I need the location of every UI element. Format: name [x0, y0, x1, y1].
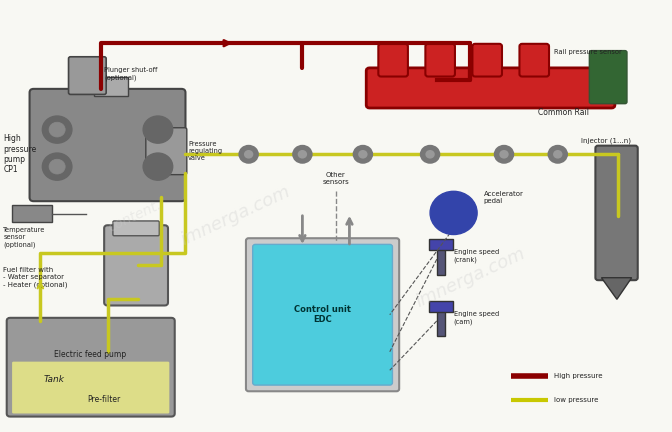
Text: Engine speed
(cam): Engine speed (cam) — [454, 311, 499, 324]
Bar — [437, 305, 445, 337]
Text: Accelerator
pedal: Accelerator pedal — [484, 191, 523, 204]
Text: Rail pressure sensor: Rail pressure sensor — [554, 49, 622, 55]
FancyBboxPatch shape — [146, 128, 187, 175]
Text: Fuel filter with
- Water separator
- Heater (optional): Fuel filter with - Water separator - Hea… — [3, 267, 68, 288]
Circle shape — [548, 146, 567, 163]
Text: Tank: Tank — [44, 375, 65, 384]
Text: Other
sensors: Other sensors — [323, 172, 349, 185]
Text: Injector (1...n): Injector (1...n) — [581, 137, 631, 144]
Circle shape — [298, 150, 307, 159]
FancyBboxPatch shape — [69, 57, 106, 95]
Circle shape — [49, 159, 65, 174]
Circle shape — [42, 153, 72, 180]
FancyBboxPatch shape — [589, 51, 627, 104]
Circle shape — [49, 122, 65, 137]
Circle shape — [239, 146, 258, 163]
Circle shape — [421, 146, 439, 163]
FancyBboxPatch shape — [113, 221, 159, 236]
Text: Pressure
regulating
valve: Pressure regulating valve — [188, 141, 222, 161]
Circle shape — [425, 150, 435, 159]
Circle shape — [358, 150, 368, 159]
Text: Control unit
EDC: Control unit EDC — [294, 305, 351, 324]
FancyBboxPatch shape — [7, 318, 175, 416]
Circle shape — [499, 150, 509, 159]
FancyBboxPatch shape — [425, 44, 455, 76]
Circle shape — [430, 191, 477, 235]
Circle shape — [143, 153, 173, 180]
Text: High
pressure
pump
CP1: High pressure pump CP1 — [3, 134, 36, 175]
Text: Engine speed
(crank): Engine speed (crank) — [454, 249, 499, 263]
Text: imnerga.com: imnerga.com — [413, 245, 528, 311]
Text: Pre-filter: Pre-filter — [87, 395, 120, 404]
Polygon shape — [601, 278, 632, 299]
FancyBboxPatch shape — [30, 89, 185, 201]
Circle shape — [143, 116, 173, 143]
FancyBboxPatch shape — [378, 44, 408, 76]
FancyBboxPatch shape — [253, 245, 392, 385]
Bar — [437, 244, 445, 275]
Circle shape — [42, 116, 72, 143]
Text: imnerga.com: imnerga.com — [177, 183, 293, 249]
FancyBboxPatch shape — [595, 146, 638, 280]
Bar — [12, 205, 52, 222]
Text: Electric feed pump: Electric feed pump — [54, 350, 126, 359]
Bar — [429, 239, 453, 250]
Circle shape — [293, 146, 312, 163]
FancyBboxPatch shape — [366, 68, 615, 108]
FancyBboxPatch shape — [472, 44, 502, 76]
Text: content.: content. — [106, 197, 163, 235]
Bar — [94, 77, 128, 95]
Text: Plunger shut-off
(optional): Plunger shut-off (optional) — [104, 67, 157, 81]
FancyBboxPatch shape — [104, 225, 168, 305]
Bar — [429, 301, 453, 311]
Text: low pressure: low pressure — [554, 397, 599, 403]
Text: Temperature
sensor
(optional): Temperature sensor (optional) — [3, 227, 46, 248]
Circle shape — [244, 150, 253, 159]
Text: Common Rail: Common Rail — [538, 108, 589, 118]
FancyBboxPatch shape — [12, 362, 169, 413]
Circle shape — [495, 146, 513, 163]
Circle shape — [353, 146, 372, 163]
Text: High pressure: High pressure — [554, 373, 603, 379]
FancyBboxPatch shape — [246, 238, 399, 391]
FancyBboxPatch shape — [519, 44, 549, 76]
Circle shape — [553, 150, 562, 159]
